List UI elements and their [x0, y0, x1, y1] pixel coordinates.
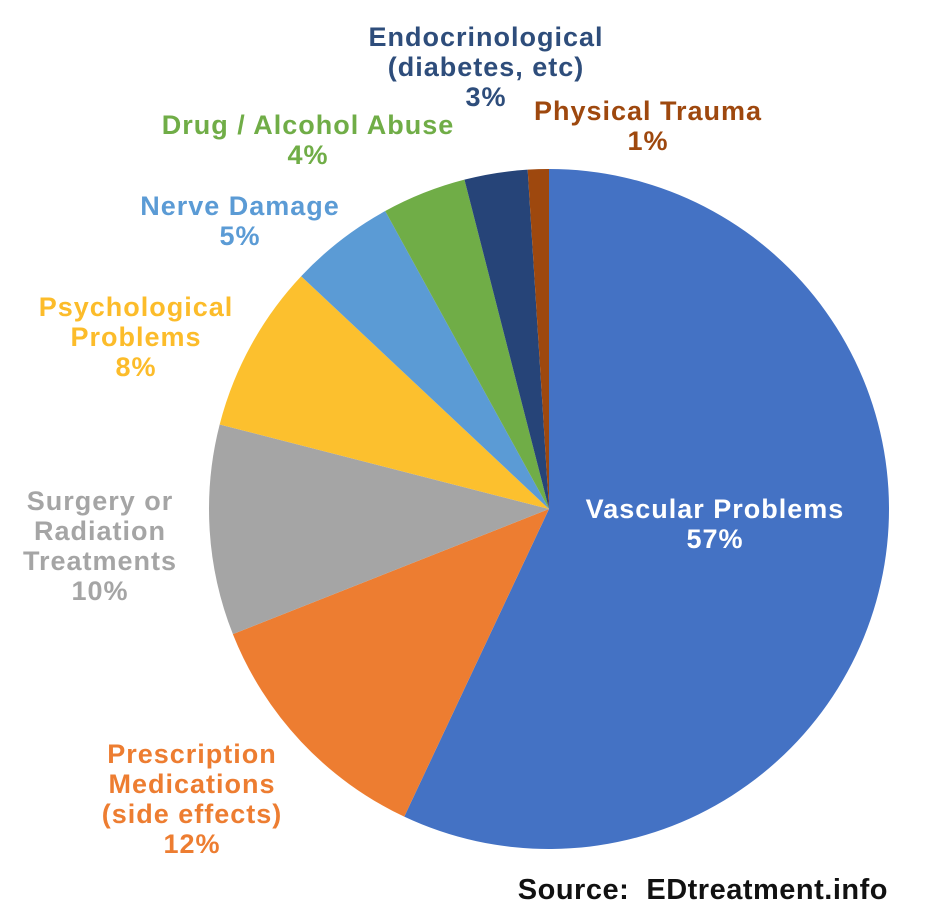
label-surgery-radiation: Surgery or Radiation Treatments 10%	[23, 486, 177, 606]
label-line: Radiation	[33, 516, 166, 546]
label-percent: 3%	[465, 82, 507, 112]
label-percent: 12%	[163, 829, 221, 859]
label-vascular-problems: Vascular Problems 57%	[586, 494, 845, 554]
pie-slice-surgery-radiation	[209, 424, 550, 635]
label-line: (diabetes, etc)	[387, 52, 585, 82]
label-percent: 57%	[686, 524, 744, 554]
label-line: Treatments	[22, 546, 178, 576]
label-line: Psychological	[38, 292, 234, 322]
label-line: Surgery or	[26, 486, 174, 516]
label-prescription-medications: Prescription Medications (side effects) …	[102, 739, 283, 859]
pie-slice-physical-trauma	[527, 169, 549, 509]
pie-slice-vascular-problems	[404, 169, 890, 849]
pie-slice-nerve-damage	[301, 211, 549, 509]
source-credit: Source: EDtreatment.info	[517, 874, 888, 906]
label-line: Prescription	[107, 739, 277, 769]
label-percent: 1%	[627, 126, 669, 156]
pie-slice-drug-alcohol-abuse	[385, 179, 549, 509]
label-percent: 8%	[115, 352, 157, 382]
label-line: Drug / Alcohol Abuse	[161, 110, 455, 140]
label-percent: 5%	[219, 221, 261, 251]
label-line: Physical Trauma	[533, 96, 763, 126]
pie-slice-endocrinological	[464, 169, 549, 510]
label-percent: 4%	[287, 140, 329, 170]
label-nerve-damage: Nerve Damage 5%	[140, 191, 340, 251]
label-physical-trauma: Physical Trauma 1%	[534, 96, 762, 156]
label-endocrinological: Endocrinological (diabetes, etc) 3%	[368, 22, 603, 112]
label-percent: 10%	[71, 576, 129, 606]
label-drug-alcohol-abuse: Drug / Alcohol Abuse 4%	[162, 110, 455, 170]
label-line: Medications	[108, 769, 276, 799]
pie-slice-psychological-problems	[219, 276, 549, 509]
label-psychological-problems: Psychological Problems 8%	[39, 292, 234, 382]
label-line: Endocrinological	[368, 22, 604, 52]
label-line: Nerve Damage	[140, 191, 340, 221]
label-line: Problems	[70, 322, 202, 352]
pie-slice-prescription-medications	[232, 509, 549, 817]
label-line: (side effects)	[101, 799, 283, 829]
label-line: Vascular Problems	[585, 494, 845, 524]
